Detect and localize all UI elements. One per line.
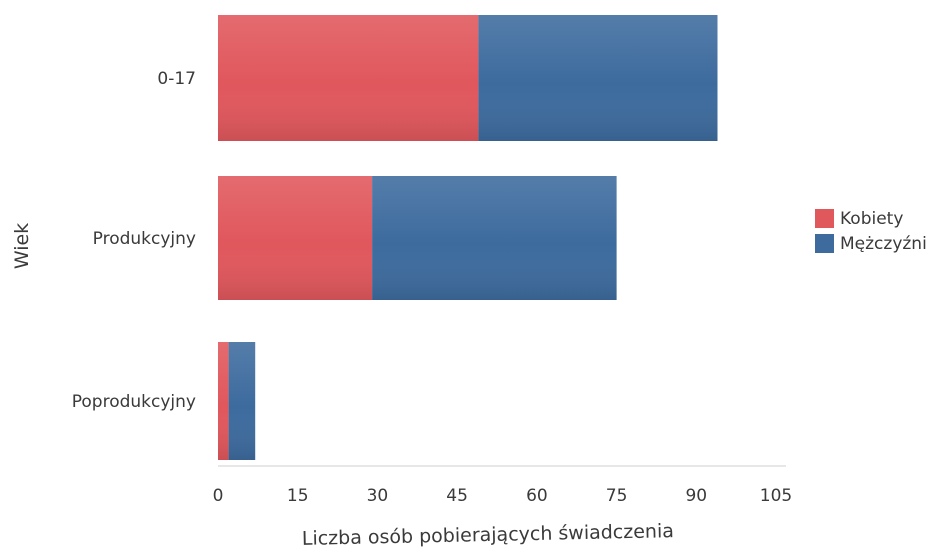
x-tick-label-75: 75 [606,486,628,506]
x-tick-label-0: 0 [213,486,224,506]
legend: Kobiety Mężczyźni [815,209,927,254]
x-axis-title: Liczba osób pobierających świadczenia [302,520,674,550]
x-tick-label-90: 90 [685,486,707,506]
bar-shade-kobiety-poprodukcyjny [218,342,229,460]
category-label-poprodukcyjny: Poprodukcyjny [72,392,196,412]
category-labels: 0-17 Produkcyjny Poprodukcyjny [72,69,196,412]
bar-shade-kobiety-produkcyjny [218,176,373,300]
x-tick-label-30: 30 [367,486,389,506]
category-label-produkcyjny: Produkcyjny [93,229,196,249]
bar-shade-kobiety-0-17 [218,15,479,141]
y-axis-title: Wiek [11,223,33,269]
bar-shade-mezczyzni-poprodukcyjny [228,342,256,460]
bar-shade-mezczyzni-0-17 [478,15,718,141]
x-tick-labels: 0 15 30 45 60 75 90 105 [213,486,793,506]
legend-swatch-kobiety [815,209,834,228]
legend-swatch-mezczyzni [815,234,834,253]
category-label-0-17: 0-17 [157,69,196,89]
bar-shade-mezczyzni-produkcyjny [372,176,617,300]
legend-label-mezczyzni: Mężczyźni [840,234,927,254]
legend-label-kobiety: Kobiety [840,209,903,229]
bars-group [218,15,718,460]
x-tick-label-105: 105 [760,486,792,506]
x-tick-label-45: 45 [446,486,468,506]
x-tick-label-60: 60 [526,486,548,506]
x-tick-label-15: 15 [287,486,309,506]
